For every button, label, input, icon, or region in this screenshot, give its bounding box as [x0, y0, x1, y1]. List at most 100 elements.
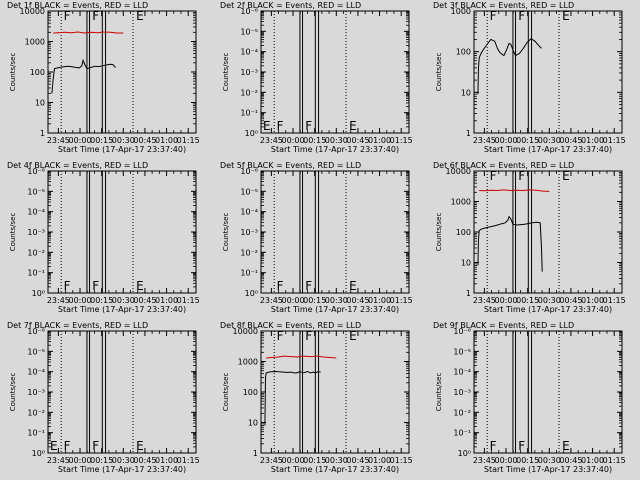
y-tick-label: 1000 [238, 358, 258, 367]
marker-letter: E [349, 329, 357, 343]
series-line-events [477, 37, 542, 95]
y-tick-label: 10⁻⁵ [240, 187, 258, 196]
panel-7: Det 7f BLACK = Events, RED = LLD 10⁰ 10⁻¹ 1… [7, 321, 200, 474]
x-axis-label: Start Time (17-Apr-17 23:37:40) [484, 145, 612, 154]
x-tick-label: 00:45 [133, 136, 156, 145]
x-tick-label: 00:00 [68, 456, 91, 465]
y-tick-label: 10⁻² [27, 408, 45, 417]
marker-letter: F [64, 9, 71, 23]
y-tick-label: 10⁻⁵ [27, 187, 45, 196]
y-tick-label: 1 [466, 289, 471, 298]
y-tick-label: 10⁻⁴ [240, 48, 258, 57]
panel-title: Det 2f BLACK = Events, RED = LLD [220, 1, 361, 10]
x-tick-label: 01:00 [155, 296, 178, 305]
x-tick-label: 00:45 [133, 456, 156, 465]
y-tick-label: 10⁻³ [453, 388, 471, 397]
x-tick-label: 00:00 [281, 296, 304, 305]
x-tick-label: 01:15 [177, 136, 200, 145]
marker-letter: E [136, 439, 144, 453]
x-tick-label: 01:15 [603, 296, 626, 305]
y-tick-label: 10⁰ [245, 289, 258, 298]
x-tick-label: 00:00 [68, 296, 91, 305]
plot-frame [47, 170, 197, 294]
x-tick-label: 23:45 [47, 136, 70, 145]
plot-frame [260, 10, 410, 134]
plot-frame [47, 10, 197, 134]
y-tick-label: 1000 [451, 7, 471, 16]
marker-letter: F [518, 439, 525, 453]
x-tick-label: 01:00 [368, 296, 391, 305]
y-tick-label: 10⁻⁶ [240, 167, 258, 176]
x-tick-label: 01:15 [390, 456, 413, 465]
marker-letter: F [277, 119, 284, 133]
marker-letter: E [349, 119, 357, 133]
y-tick-label: 10⁻⁵ [27, 347, 45, 356]
y-tick-label: 10⁻⁴ [27, 208, 45, 217]
x-tick-label: 01:00 [368, 456, 391, 465]
x-tick-label: 00:00 [281, 136, 304, 145]
x-tick-label: 01:00 [155, 456, 178, 465]
y-tick-label: 10⁻⁴ [27, 368, 45, 377]
series-line-lld [266, 355, 337, 359]
x-tick-label: 00:30 [112, 296, 135, 305]
panel-title: Det 9f BLACK = Events, RED = LLD [433, 321, 574, 330]
panel-title: Det 3f BLACK = Events, RED = LLD [433, 1, 574, 10]
plot-frame [473, 330, 623, 454]
marker-letter: F [92, 9, 99, 23]
x-tick-label: 00:00 [494, 136, 517, 145]
marker-letter: F [64, 279, 71, 293]
y-tick-label: 10000 [446, 167, 471, 176]
y-tick-label: 100 [456, 228, 471, 237]
marker-letter: F [92, 439, 99, 453]
y-axis-label: Counts/sec [9, 53, 17, 92]
y-axis-label: Counts/sec [222, 213, 230, 252]
y-tick-label: 10⁻³ [27, 388, 45, 397]
y-tick-label: 10⁻¹ [240, 109, 258, 118]
panel-3: Det 3f BLACK = Events, RED = LLD 1 10 100 10… [433, 1, 626, 154]
y-tick-label: 100 [30, 68, 45, 77]
x-tick-label: 01:00 [581, 456, 604, 465]
y-tick-label: 10⁰ [245, 129, 258, 138]
y-tick-label: 10⁻⁶ [27, 327, 45, 336]
marker-letter: F [490, 439, 497, 453]
x-tick-label: 23:45 [47, 456, 70, 465]
y-tick-label: 10⁻³ [27, 228, 45, 237]
x-tick-label: 23:45 [260, 296, 283, 305]
x-tick-label: 01:00 [581, 136, 604, 145]
y-tick-label: 10⁰ [32, 449, 45, 458]
marker-letter: F [305, 279, 312, 293]
y-tick-label: 10⁻⁶ [453, 327, 471, 336]
panel-6: Det 6f BLACK = Events, RED = LLD 1 10 100 10… [433, 161, 626, 314]
x-axis-label: Start Time (17-Apr-17 23:37:40) [271, 305, 399, 314]
y-tick-label: 10⁻¹ [240, 269, 258, 278]
y-tick-label: 10⁻² [27, 248, 45, 257]
x-tick-label: 01:15 [603, 136, 626, 145]
y-tick-label: 10000 [20, 7, 45, 16]
x-tick-label: 00:45 [346, 296, 369, 305]
panel-1: Det 1f BLACK = Events, RED = LLD 1 10 100 10… [7, 1, 200, 154]
x-tick-label: 00:15 [90, 136, 113, 145]
x-tick-label: 01:15 [390, 296, 413, 305]
plot-frame [473, 170, 623, 294]
x-tick-label: 00:00 [494, 296, 517, 305]
plot-frame [473, 10, 623, 134]
marker-letter: F [518, 169, 525, 183]
plot-frame [260, 330, 410, 454]
x-tick-label: 01:00 [581, 296, 604, 305]
y-tick-label: 10⁰ [458, 449, 471, 458]
y-tick-label: 100 [456, 48, 471, 57]
series-line-lld [53, 31, 124, 34]
x-tick-label: 00:15 [303, 456, 326, 465]
x-tick-label: 00:00 [281, 456, 304, 465]
y-tick-label: 10⁻¹ [27, 429, 45, 438]
y-tick-label: 1 [40, 129, 45, 138]
x-tick-label: 00:30 [538, 136, 561, 145]
y-tick-label: 10⁰ [32, 289, 45, 298]
y-axis-label: Counts/sec [435, 373, 443, 412]
x-axis-label: Start Time (17-Apr-17 23:37:40) [58, 465, 186, 474]
x-tick-label: 00:45 [559, 296, 582, 305]
x-tick-label: 23:45 [473, 136, 496, 145]
marker-letter: F [305, 329, 312, 343]
marker-letter: F [64, 439, 71, 453]
